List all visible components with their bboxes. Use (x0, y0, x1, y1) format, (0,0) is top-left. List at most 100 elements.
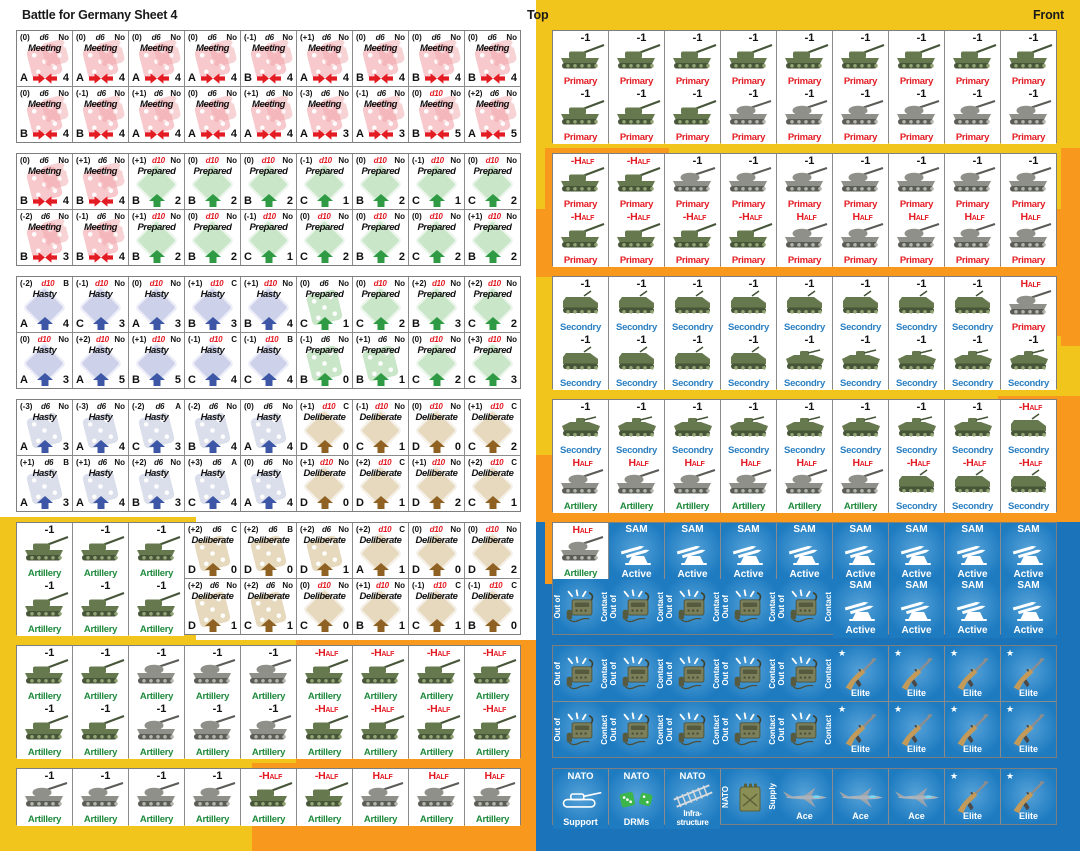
counter-secondary[interactable]: -1 Secondry (721, 277, 776, 334)
counter-artillery[interactable]: -1 Artillery (17, 523, 72, 580)
counter-primary[interactable]: -1 Primary (945, 154, 1000, 211)
counter-hasty[interactable]: (-2) d6 No Hasty B 4 (185, 400, 240, 455)
counter-prepared[interactable]: (0) d10 No Prepared B 2 (353, 154, 408, 209)
counter-secondary[interactable]: -1 Secondry (665, 277, 720, 334)
counter-secondary[interactable]: -1 Secondry (777, 333, 832, 390)
counter-hasty[interactable]: (+1) d10 No Hasty B 5 (129, 333, 184, 388)
counter-artillery[interactable]: -Half Artillery (353, 702, 408, 759)
counter-meeting[interactable]: (+1) d6 No Meeting A 4 (241, 87, 296, 142)
counter-meeting[interactable]: (+1) d6 No Meeting A 4 (297, 31, 352, 86)
counter-elite[interactable]: ★ Elite (945, 769, 1000, 824)
counter-secondary[interactable]: -1 Secondry (721, 333, 776, 390)
counter-primary[interactable]: -1 Primary (889, 31, 944, 88)
counter-sam-active[interactable]: SAM Active (609, 523, 664, 582)
counter-secondary[interactable]: -1 Secondry (553, 277, 608, 334)
counter-hasty[interactable]: (0) d6 No Hasty A 4 (241, 456, 296, 511)
counter-primary[interactable]: Half Primary (833, 210, 888, 267)
counter-elite[interactable]: ★ Elite (1001, 769, 1056, 824)
counter-primary[interactable]: -1 Primary (777, 154, 832, 211)
counter-secondary[interactable]: -1 Secondry (721, 400, 776, 457)
counter-primary[interactable]: -Half Primary (721, 210, 776, 267)
counter-primary[interactable]: -1 Primary (945, 87, 1000, 144)
counter-artillery[interactable]: -Half Artillery (409, 646, 464, 703)
counter-sam-active[interactable]: SAM Active (945, 523, 1000, 582)
counter-secondary[interactable]: -1 Secondry (777, 400, 832, 457)
counter-out-of-contact[interactable]: Out of Contact (609, 702, 666, 757)
counter-meeting[interactable]: (0) d6 No Meeting B 4 (17, 154, 72, 209)
counter-meeting[interactable]: (-1) d6 No Meeting B 4 (73, 210, 128, 265)
counter-hasty[interactable]: (+1) d6 B Hasty A 3 (17, 456, 72, 511)
counter-primary[interactable]: Half Primary (1001, 210, 1056, 267)
counter-artillery[interactable]: Half Artillery (609, 456, 664, 513)
counter-secondary[interactable]: -1 Secondry (665, 333, 720, 390)
counter-deliberate[interactable]: (+2) d6 B Deliberate D 0 (241, 523, 296, 578)
counter-deliberate[interactable]: (-1) d10 C Deliberate C 1 (409, 579, 464, 634)
counter-prepared[interactable]: (0) d6 No Prepared C 1 (297, 277, 352, 332)
counter-artillery[interactable]: -Half Artillery (409, 702, 464, 759)
counter-secondary[interactable]: -1 Secondry (889, 277, 944, 334)
counter-artillery[interactable]: -Half Artillery (297, 702, 352, 759)
counter-meeting[interactable]: (+2) d6 No Meeting A 5 (465, 87, 520, 142)
counter-out-of-contact[interactable]: Out of Contact (609, 646, 666, 701)
counter-out-of-contact[interactable]: Out of Contact (721, 646, 778, 701)
counter-primary[interactable]: -1 Primary (1001, 154, 1056, 211)
counter-secondary[interactable]: -Half Secondry (1001, 456, 1056, 513)
counter-artillery[interactable]: -1 Artillery (185, 646, 240, 703)
counter-artillery[interactable]: -1 Artillery (129, 523, 184, 580)
counter-hasty[interactable]: (-2) d10 B Hasty A 4 (17, 277, 72, 332)
counter-sam-active[interactable]: SAM Active (833, 579, 888, 638)
counter-elite[interactable]: ★ Elite (889, 702, 944, 757)
counter-artillery[interactable]: -1 Artillery (73, 523, 128, 580)
counter-secondary[interactable]: -Half Secondry (1001, 400, 1056, 457)
counter-artillery[interactable]: -1 Artillery (17, 702, 72, 759)
counter-artillery[interactable]: Half Artillery (553, 523, 608, 580)
counter-primary[interactable]: Half Primary (945, 210, 1000, 267)
counter-secondary[interactable]: -1 Secondry (777, 277, 832, 334)
counter-artillery[interactable]: -1 Artillery (185, 702, 240, 759)
counter-primary[interactable]: -1 Primary (721, 154, 776, 211)
counter-hasty[interactable]: (-1) d10 C Hasty C 4 (185, 333, 240, 388)
counter-elite[interactable]: ★ Elite (945, 702, 1000, 757)
counter-artillery[interactable]: -1 Artillery (73, 702, 128, 759)
counter-deliberate[interactable]: (+2) d10 C Deliberate D 1 (353, 456, 408, 511)
counter-primary[interactable]: -1 Primary (889, 87, 944, 144)
counter-prepared[interactable]: (+1) d10 No Prepared B 2 (129, 210, 184, 265)
counter-artillery[interactable]: Half Artillery (353, 769, 408, 826)
counter-primary[interactable]: -1 Primary (665, 87, 720, 144)
counter-elite[interactable]: ★ Elite (1001, 702, 1056, 757)
counter-secondary[interactable]: -1 Secondry (1001, 333, 1056, 390)
counter-deliberate[interactable]: (+1) d10 C Deliberate D 0 (297, 400, 352, 455)
counter-hasty[interactable]: (+1) d6 No Hasty A 4 (73, 456, 128, 511)
counter-sam-active[interactable]: SAM Active (1001, 579, 1056, 638)
counter-primary[interactable]: -1 Primary (777, 31, 832, 88)
counter-elite[interactable]: ★ Elite (1001, 646, 1056, 701)
counter-elite[interactable]: ★ Elite (889, 646, 944, 701)
counter-prepared[interactable]: (0) d10 No Prepared C 2 (465, 154, 520, 209)
counter-hasty[interactable]: (-2) d6 A Hasty C 3 (129, 400, 184, 455)
counter-secondary[interactable]: -1 Secondry (945, 333, 1000, 390)
counter-prepared[interactable]: (+1) d6 No Prepared B 1 (353, 333, 408, 388)
counter-out-of-contact[interactable]: Out of Contact (553, 579, 610, 634)
counter-artillery[interactable]: -1 Artillery (73, 646, 128, 703)
counter-deliberate[interactable]: (+1) d10 C Deliberate C 2 (465, 400, 520, 455)
counter-primary[interactable]: -1 Primary (777, 87, 832, 144)
counter-prepared[interactable]: (0) d10 No Prepared C 2 (409, 333, 464, 388)
counter-prepared[interactable]: (+2) d10 No Prepared B 3 (409, 277, 464, 332)
counter-deliberate[interactable]: (+2) d6 No Deliberate C 1 (241, 579, 296, 634)
counter-meeting[interactable]: (0) d6 No Meeting A 4 (185, 87, 240, 142)
counter-hasty[interactable]: (0) d6 No Hasty A 4 (241, 400, 296, 455)
counter-secondary[interactable]: -1 Secondry (889, 333, 944, 390)
counter-meeting[interactable]: (-3) d6 No Meeting A 3 (297, 87, 352, 142)
counter-primary[interactable]: -1 Primary (1001, 31, 1056, 88)
counter-primary[interactable]: -1 Primary (721, 87, 776, 144)
counter-primary[interactable]: -1 Primary (609, 87, 664, 144)
counter-out-of-contact[interactable]: Out of Contact (721, 579, 778, 634)
counter-deliberate[interactable]: (-1) d10 No Deliberate C 1 (353, 400, 408, 455)
counter-deliberate[interactable]: (+1) d10 No Deliberate D 2 (409, 456, 464, 511)
counter-hasty[interactable]: (+3) d6 A Hasty C 4 (185, 456, 240, 511)
counter-hasty[interactable]: (-3) d6 No Hasty A 3 (17, 400, 72, 455)
counter-primary[interactable]: -1 Primary (833, 154, 888, 211)
counter-prepared[interactable]: (+1) d10 No Prepared B 2 (465, 210, 520, 265)
counter-artillery[interactable]: Half Artillery (777, 456, 832, 513)
counter-artillery[interactable]: -1 Artillery (17, 769, 72, 826)
